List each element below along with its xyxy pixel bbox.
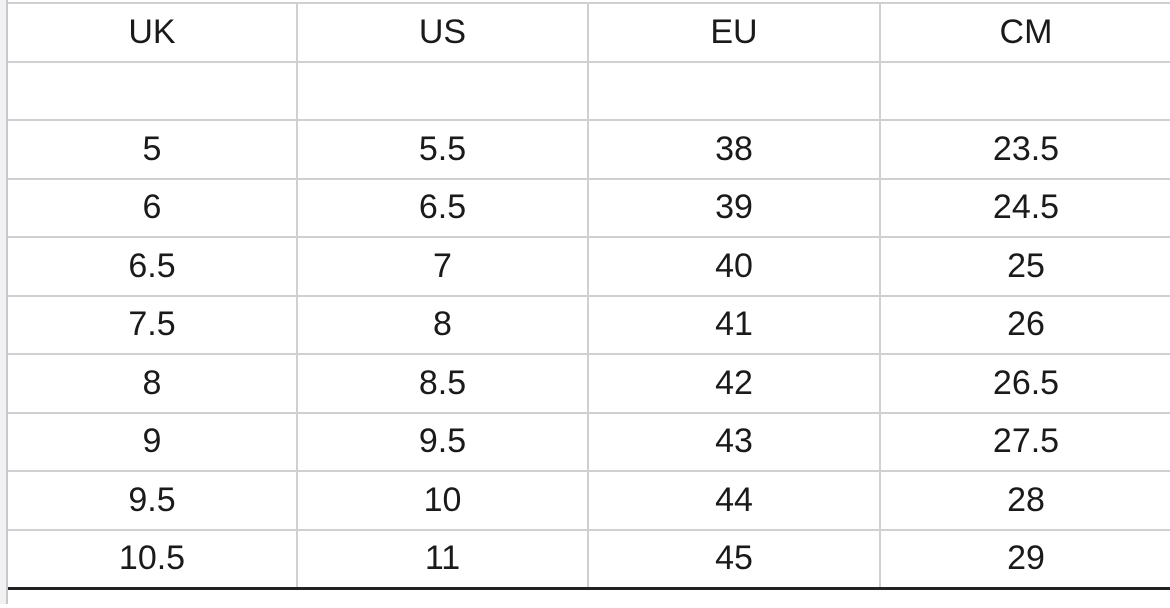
table-row: 9 9.5 43 27.5 <box>8 411 1170 472</box>
cell-cm[interactable]: 27.5 <box>879 411 1170 472</box>
cell-us[interactable]: 8.5 <box>296 353 589 414</box>
cell-uk[interactable]: 6.5 <box>8 236 298 297</box>
cell-eu[interactable]: 38 <box>587 119 881 180</box>
table-row: 6.5 7 40 25 <box>8 236 1170 297</box>
cell-us[interactable]: 10 <box>296 470 589 531</box>
cell-eu[interactable]: 43 <box>587 411 881 472</box>
table-row: 7.5 8 41 26 <box>8 294 1170 355</box>
cell-uk[interactable]: 9.5 <box>8 470 298 531</box>
cell-cm[interactable]: 26.5 <box>879 353 1170 414</box>
cell-uk[interactable] <box>8 60 298 121</box>
cell-us[interactable]: 5.5 <box>296 119 589 180</box>
cell-eu[interactable]: 39 <box>587 177 881 238</box>
cell-us[interactable] <box>296 60 589 121</box>
cell-us[interactable]: 8 <box>296 294 589 355</box>
table-row: 5 5.5 38 23.5 <box>8 119 1170 180</box>
cell-uk[interactable]: 9 <box>8 411 298 472</box>
table-row: 6 6.5 39 24.5 <box>8 177 1170 238</box>
header-cell-eu[interactable]: EU <box>587 2 881 63</box>
header-cell-us[interactable]: US <box>296 2 589 63</box>
cell-cm[interactable]: 25 <box>879 236 1170 297</box>
cell-cm[interactable]: 29 <box>879 528 1170 590</box>
cell-cm[interactable]: 28 <box>879 470 1170 531</box>
cell-cm[interactable]: 23.5 <box>879 119 1170 180</box>
header-cell-uk[interactable]: UK <box>8 2 298 63</box>
cell-uk[interactable]: 7.5 <box>8 294 298 355</box>
cell-eu[interactable] <box>587 60 881 121</box>
cell-us[interactable]: 6.5 <box>296 177 589 238</box>
table-row: 9.5 10 44 28 <box>8 470 1170 531</box>
cell-uk[interactable]: 5 <box>8 119 298 180</box>
cell-eu[interactable]: 44 <box>587 470 881 531</box>
cell-us[interactable]: 9.5 <box>296 411 589 472</box>
cell-eu[interactable]: 45 <box>587 528 881 590</box>
header-cell-cm[interactable]: CM <box>879 2 1170 63</box>
cell-cm[interactable] <box>879 60 1170 121</box>
row-header-gutter <box>0 0 8 604</box>
cell-eu[interactable]: 41 <box>587 294 881 355</box>
cell-eu[interactable]: 42 <box>587 353 881 414</box>
header-row: UK US EU CM <box>8 2 1170 63</box>
cell-uk[interactable]: 10.5 <box>8 528 298 590</box>
cell-cm[interactable]: 26 <box>879 294 1170 355</box>
cell-us[interactable]: 7 <box>296 236 589 297</box>
size-conversion-table: UK US EU CM 5 5.5 38 23.5 6 6.5 39 24.5 6.5 7 40 25… <box>8 2 1170 590</box>
cell-uk[interactable]: 6 <box>8 177 298 238</box>
table-row <box>8 60 1170 121</box>
cell-eu[interactable]: 40 <box>587 236 881 297</box>
table-row: 8 8.5 42 26.5 <box>8 353 1170 414</box>
cell-uk[interactable]: 8 <box>8 353 298 414</box>
cell-us[interactable]: 11 <box>296 528 589 590</box>
table-row: 10.5 11 45 29 <box>8 528 1170 590</box>
cell-cm[interactable]: 24.5 <box>879 177 1170 238</box>
